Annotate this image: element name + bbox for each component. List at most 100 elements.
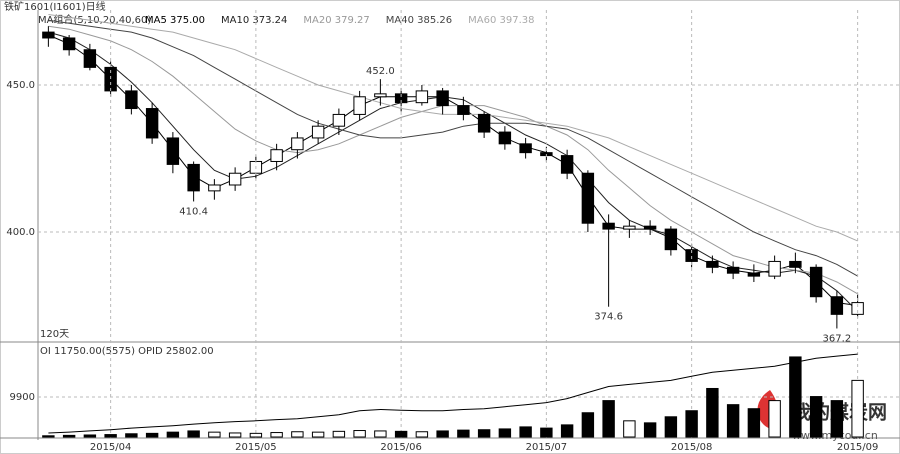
candle-body [809,266,823,298]
y-tick-label: 9900 [10,392,35,403]
volume-bar [104,434,117,438]
volume-bar [519,426,532,438]
volume-bar [270,432,283,438]
candle-body [789,260,802,268]
candle-body [726,266,740,274]
volume-bar [809,396,823,438]
annotation: 410.4 [179,206,208,217]
volume-bar [830,400,844,438]
candle-body [498,131,512,145]
candle-body [830,296,844,315]
x-tick-label: 2015/09 [837,442,879,453]
period-label: 120天 [40,329,69,340]
candle-body [643,225,657,230]
candle-body [42,31,55,39]
ma-line [48,34,858,306]
x-tick-label: 2015/04 [90,442,132,453]
volume-bar [706,387,719,438]
volume-bar [540,427,553,438]
candle-body [270,149,283,162]
candle-body [747,272,761,277]
legend-entry: MA5 375.00 [145,15,205,26]
volume-bar [394,430,408,438]
volume-bar [353,430,366,438]
volume-bar [747,408,761,438]
candle-body [415,90,429,104]
volume-bar [602,400,615,438]
legend-entry: MA20 379.27 [303,15,369,26]
candle-body [560,155,574,174]
volume-bar [228,432,242,438]
volume-bar [623,420,636,438]
volume-bar [208,431,221,438]
plot [42,14,864,329]
volume-bar [726,404,740,438]
candle-body [768,260,781,277]
volume-title: OI 11750.00(5575) OPID 25802.00 [40,346,214,357]
volume-bar [581,412,595,438]
legend-entry: MA60 397.38 [468,15,534,26]
candle-body [291,137,304,151]
volume-bar [249,432,263,438]
candle-body [602,222,615,230]
candle-body [332,113,346,127]
volume-bar [851,379,864,438]
volume-bar [768,400,781,438]
volume-bar [145,432,159,438]
x-tick-label: 2015/07 [526,442,568,453]
chart-title: 铁矿1601(I1601)日线 [4,0,106,13]
candle-body [83,49,97,68]
candle-body [125,90,138,110]
volume-bar [643,422,657,438]
candle-body [477,113,491,133]
annotation: 367.2 [823,333,852,344]
candle-body [623,225,636,230]
volume-bar [498,428,512,438]
candle-body [581,172,595,224]
volume-bar [477,429,491,438]
volume-bar [42,435,55,438]
volume-bar [560,424,574,438]
volume-bar [789,356,802,438]
volume-bar [311,431,325,438]
candle-body [145,108,159,139]
candle-body [851,302,864,315]
ma-line [48,25,858,295]
candle-body [353,96,366,115]
volume-bar [436,430,449,438]
candle-body [457,105,470,115]
volume-bar [83,434,97,438]
annotation: 452.0 [366,66,395,77]
volume-bar [415,431,429,438]
candle-body [664,228,678,251]
candle-body [208,184,221,192]
volume-bar [664,416,678,438]
volume-bar [125,433,138,438]
oi-line [48,353,858,434]
volume-bar [62,434,76,438]
annotation: 374.6 [594,312,623,323]
candle-body [374,93,387,98]
ma-line [48,14,858,242]
x-tick-label: 2015/08 [671,442,713,453]
candle-body [519,143,532,154]
volume-bar [291,431,304,438]
ma-line [48,19,858,277]
candle-body [685,249,698,262]
x-tick-label: 2015/06 [380,442,422,453]
candle-body [187,163,200,192]
candle-body [166,137,180,165]
ma-line [48,31,858,312]
candle-body [228,172,242,186]
volume-bar [374,430,387,438]
candle-body [311,125,325,139]
y-tick-label: 450.0 [6,80,35,91]
legend-entry: MA40 385.26 [386,15,452,26]
volume-bar [685,410,698,438]
volume-bar [166,431,180,438]
volume-bar [187,430,200,438]
x-tick-label: 2015/05 [235,442,277,453]
candle-body [62,37,76,51]
